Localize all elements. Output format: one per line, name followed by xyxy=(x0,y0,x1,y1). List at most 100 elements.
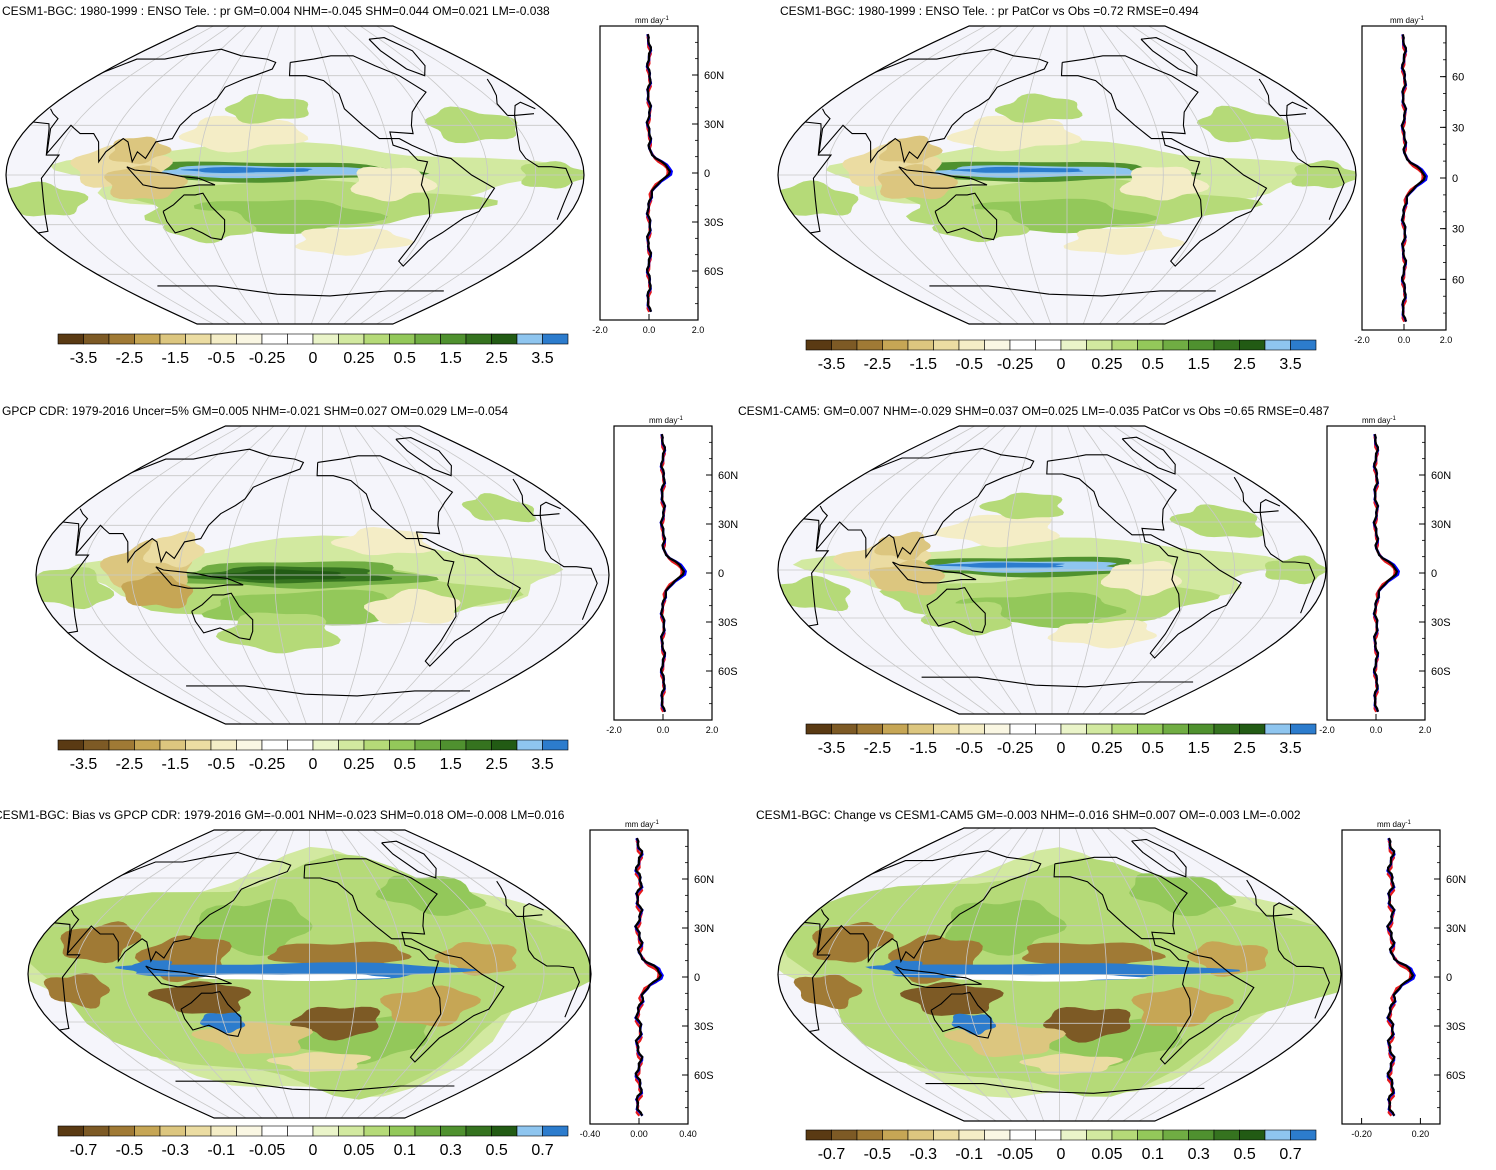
zonal-units: mm day-1 xyxy=(1362,416,1396,425)
colorbar-box xyxy=(831,339,858,351)
map-border xyxy=(777,25,1357,325)
colorbar-box xyxy=(1264,1129,1291,1141)
colorbar-box xyxy=(108,1125,135,1137)
colorbar-box xyxy=(1290,1129,1317,1141)
map-border xyxy=(777,827,1342,1122)
panel-title: CESM1-BGC: 1980-1999 : ENSO Tele. : pr P… xyxy=(780,4,1199,18)
colorbar-box xyxy=(287,739,314,751)
anomaly-region xyxy=(1129,873,1237,917)
anomaly-region xyxy=(933,562,1065,568)
coastline-eurasia xyxy=(816,850,1294,964)
anomaly-region xyxy=(364,588,461,624)
coastline-antarctica xyxy=(186,685,470,697)
coastline-eurasia xyxy=(66,851,544,963)
colorbar-label: 3.5 xyxy=(531,350,553,367)
anomaly-region xyxy=(104,165,188,200)
coastline-antarctica xyxy=(157,285,444,297)
colorbar-label: 0.05 xyxy=(1091,1146,1122,1163)
anomaly-region xyxy=(953,974,1148,982)
colorbar-label: 3.5 xyxy=(531,756,553,773)
zonal-units: mm day-1 xyxy=(1377,820,1411,829)
colorbar-box xyxy=(958,1129,985,1141)
zonal-lat-label: 30S xyxy=(694,1021,714,1033)
coastline-eurasia xyxy=(815,447,1281,559)
zonal-line-model-b xyxy=(634,837,663,1117)
coastline-indonesia xyxy=(155,566,244,589)
colorbar-box xyxy=(465,739,492,751)
anomaly-region xyxy=(215,612,341,654)
coastlines xyxy=(804,838,1330,1094)
colorbar-box xyxy=(312,739,339,751)
colorbar-box xyxy=(1009,339,1036,351)
colorbar-box xyxy=(984,339,1011,351)
colorbar-boxes xyxy=(57,333,569,345)
colorbar-label: 0.5 xyxy=(1142,356,1164,373)
zonal-line-model-b xyxy=(1400,34,1427,322)
anomaly-region xyxy=(224,93,309,124)
zonal-lat-label: 30N xyxy=(694,923,714,935)
coastline-africa xyxy=(804,113,1345,234)
zonal-x-tick: 0.0 xyxy=(657,725,670,735)
zonal-lat-label: 30S xyxy=(1431,617,1451,629)
zonal-mean-plot: mm day-1 60N 30N 0 30S 60S -0.20 0.20 xyxy=(1340,818,1490,1148)
colorbar-label: 0.1 xyxy=(394,1142,416,1159)
colorbar-label: 0.3 xyxy=(1188,1146,1210,1163)
colorbar-label: 1.5 xyxy=(1188,356,1210,373)
coastlines xyxy=(62,437,598,697)
colorbar-box xyxy=(1239,1129,1266,1141)
colorbar-label: -0.25 xyxy=(997,740,1034,757)
colorbar-boxes xyxy=(805,339,1317,351)
coastline-greenland xyxy=(1131,838,1187,878)
colorbar-box xyxy=(159,1125,186,1137)
anomaly-region xyxy=(380,985,481,1027)
coastline-greenland xyxy=(368,37,426,77)
colorbar-label: 0.5 xyxy=(394,756,416,773)
anomaly-region xyxy=(200,1012,246,1034)
map-border xyxy=(5,25,585,325)
colorbar-box xyxy=(805,1129,832,1141)
colorbar-box xyxy=(134,1125,161,1137)
anomaly-region xyxy=(290,1006,381,1041)
coastline-africa xyxy=(32,113,573,234)
zonal-mean-plot: mm day-1 60N 30N 0 30S 60S -2.0 0.0 2.0 xyxy=(1319,414,1475,744)
anomaly-region xyxy=(60,921,142,964)
colorbar-box xyxy=(338,333,365,345)
colorbar-box xyxy=(414,333,441,345)
colorbar-box xyxy=(185,333,212,345)
colorbar-box xyxy=(108,739,135,751)
colorbar-label: -0.7 xyxy=(818,1146,846,1163)
coastline-antarctica xyxy=(925,1083,1205,1094)
colorbar-box xyxy=(805,723,832,735)
colorbar-box xyxy=(1239,723,1266,735)
anomaly-region xyxy=(36,567,115,610)
zonal-x-tick: 0.0 xyxy=(643,325,656,335)
anomaly-region xyxy=(1131,986,1234,1028)
colorbar-box xyxy=(958,723,985,735)
colorbar-label: 0.25 xyxy=(343,350,374,367)
colorbar-label: -0.5 xyxy=(955,740,983,757)
colorbar-boxes xyxy=(805,723,1317,735)
colorbar-box xyxy=(1035,723,1062,735)
colorbar-label: 0 xyxy=(309,1142,318,1159)
coastline-greenland xyxy=(1140,37,1198,77)
anomaly-region xyxy=(461,493,537,523)
anomaly-region xyxy=(979,492,1064,520)
colorbar: -3.5 -2.5 -1.5 -0.5 -0.25 0 0.25 0.5 1.5 2.5 3.5 xyxy=(57,739,578,780)
graticule xyxy=(778,425,1326,715)
colorbar-box xyxy=(1188,1129,1215,1141)
colorbar-label: -0.25 xyxy=(249,350,286,367)
coastline-australia xyxy=(191,592,254,641)
zonal-units: mm day-1 xyxy=(625,820,659,829)
colorbar-label: 0.25 xyxy=(1091,740,1122,757)
coastline-eurasia xyxy=(75,448,562,564)
colorbar-box xyxy=(440,1125,467,1137)
colorbar-label: -0.3 xyxy=(910,1146,938,1163)
colorbar-box xyxy=(907,723,934,735)
colorbar-box xyxy=(236,333,263,345)
colorbar-label: -0.1 xyxy=(207,1142,235,1159)
zonal-x-tick: 0.20 xyxy=(1412,1129,1430,1139)
zonal-mean-plot: mm day-1 60N 30N 0 30S 60S -0.40 0.00 0.40 xyxy=(580,818,738,1148)
colorbar-box xyxy=(134,333,161,345)
map xyxy=(0,20,590,330)
colorbar-box xyxy=(338,1125,365,1137)
